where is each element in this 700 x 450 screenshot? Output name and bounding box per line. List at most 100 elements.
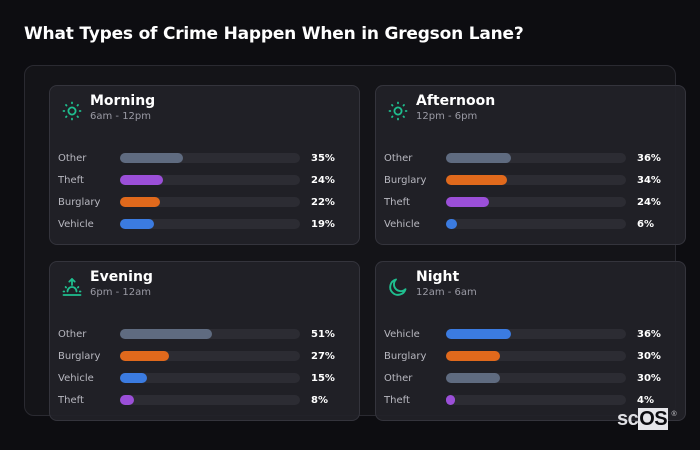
bar-track <box>120 197 300 207</box>
bar-value: 15% <box>311 372 335 384</box>
bar-track <box>120 351 300 361</box>
bar-value: 4% <box>637 394 654 406</box>
card-night: Night 12am - 6am Vehicle 36% Burglary 30… <box>375 261 686 421</box>
bar-value: 6% <box>637 218 654 230</box>
bar-list: Other 36% Burglary 34% Theft 24% Vehicle… <box>384 147 679 235</box>
card-time-range: 12pm - 6pm <box>416 111 478 122</box>
bar-track <box>120 175 300 185</box>
bar-row: Other 36% <box>384 147 679 169</box>
bar-fill <box>446 395 455 405</box>
bar-row: Vehicle 6% <box>384 213 679 235</box>
bar-fill <box>446 175 508 185</box>
bar-label: Burglary <box>384 350 427 362</box>
bar-value: 34% <box>637 174 661 186</box>
bar-track <box>446 351 626 361</box>
card-title: Morning <box>90 93 156 109</box>
bar-label: Burglary <box>58 350 101 362</box>
bar-track <box>446 373 626 383</box>
bar-label: Theft <box>384 394 410 406</box>
sun-icon <box>61 100 83 122</box>
bar-row: Theft 8% <box>58 389 353 411</box>
bar-fill <box>446 329 511 339</box>
sunset-icon <box>61 276 83 298</box>
bar-row: Theft 24% <box>384 191 679 213</box>
bar-row: Vehicle 15% <box>58 367 353 389</box>
bar-fill <box>120 219 155 229</box>
bar-label: Other <box>384 152 413 164</box>
bar-track <box>120 153 300 163</box>
bar-value: 36% <box>637 328 661 340</box>
bar-row: Burglary 30% <box>384 345 679 367</box>
bar-track <box>446 395 626 405</box>
bar-fill <box>120 329 212 339</box>
scos-logo: scOS ® <box>617 408 677 430</box>
bar-track <box>446 219 626 229</box>
bar-track <box>120 373 300 383</box>
bar-label: Burglary <box>58 196 101 208</box>
bar-fill <box>446 219 457 229</box>
bar-fill <box>120 351 169 361</box>
bar-fill <box>446 153 511 163</box>
bar-value: 51% <box>311 328 335 340</box>
bar-value: 35% <box>311 152 335 164</box>
bar-label: Theft <box>58 174 84 186</box>
bar-value: 22% <box>311 196 335 208</box>
bar-fill <box>120 395 135 405</box>
card-time-range: 6am - 12pm <box>90 111 152 122</box>
bar-value: 8% <box>311 394 328 406</box>
bar-fill <box>446 373 500 383</box>
moon-icon <box>387 276 409 298</box>
card-afternoon: Afternoon 12pm - 6pm Other 36% Burglary … <box>375 85 686 245</box>
card-title: Night <box>416 269 460 285</box>
bar-label: Other <box>384 372 413 384</box>
bar-label: Other <box>58 328 87 340</box>
bar-label: Vehicle <box>384 328 420 340</box>
sun-icon <box>387 100 409 122</box>
bar-label: Burglary <box>384 174 427 186</box>
bar-row: Theft 24% <box>58 169 353 191</box>
bar-value: 19% <box>311 218 335 230</box>
bar-value: 30% <box>637 372 661 384</box>
bar-fill <box>120 175 164 185</box>
bar-row: Burglary 27% <box>58 345 353 367</box>
card-time-range: 12am - 6am <box>416 287 477 298</box>
bar-list: Other 35% Theft 24% Burglary 22% Vehicle… <box>58 147 353 235</box>
page-title: What Types of Crime Happen When in Gregs… <box>24 24 524 44</box>
bar-fill <box>446 197 490 207</box>
bar-label: Theft <box>384 196 410 208</box>
bar-track <box>446 153 626 163</box>
bar-track <box>446 329 626 339</box>
bar-row: Theft 4% <box>384 389 679 411</box>
bar-row: Vehicle 36% <box>384 323 679 345</box>
card-evening: Evening 6pm - 12am Other 51% Burglary 27… <box>49 261 360 421</box>
card-title: Evening <box>90 269 153 285</box>
bar-fill <box>120 373 147 383</box>
bar-track <box>446 175 626 185</box>
bar-fill <box>120 153 183 163</box>
bar-fill <box>446 351 500 361</box>
registered-mark: ® <box>671 411 677 418</box>
bar-track <box>120 219 300 229</box>
card-time-range: 6pm - 12am <box>90 287 152 298</box>
bar-label: Vehicle <box>58 372 94 384</box>
bar-value: 30% <box>637 350 661 362</box>
bar-label: Vehicle <box>58 218 94 230</box>
bar-track <box>120 329 300 339</box>
bar-label: Vehicle <box>384 218 420 230</box>
bar-track <box>446 197 626 207</box>
bar-value: 24% <box>311 174 335 186</box>
card-title: Afternoon <box>416 93 496 109</box>
bar-row: Other 51% <box>58 323 353 345</box>
bar-row: Burglary 22% <box>58 191 353 213</box>
bar-row: Other 35% <box>58 147 353 169</box>
bar-value: 27% <box>311 350 335 362</box>
logo-boxed: OS <box>638 408 669 430</box>
bar-track <box>120 395 300 405</box>
card-morning: Morning 6am - 12pm Other 35% Theft 24% B… <box>49 85 360 245</box>
logo-prefix: sc <box>617 408 639 430</box>
bar-row: Burglary 34% <box>384 169 679 191</box>
bar-list: Other 51% Burglary 27% Vehicle 15% Theft… <box>58 323 353 411</box>
bar-list: Vehicle 36% Burglary 30% Other 30% Theft… <box>384 323 679 411</box>
bar-label: Theft <box>58 394 84 406</box>
